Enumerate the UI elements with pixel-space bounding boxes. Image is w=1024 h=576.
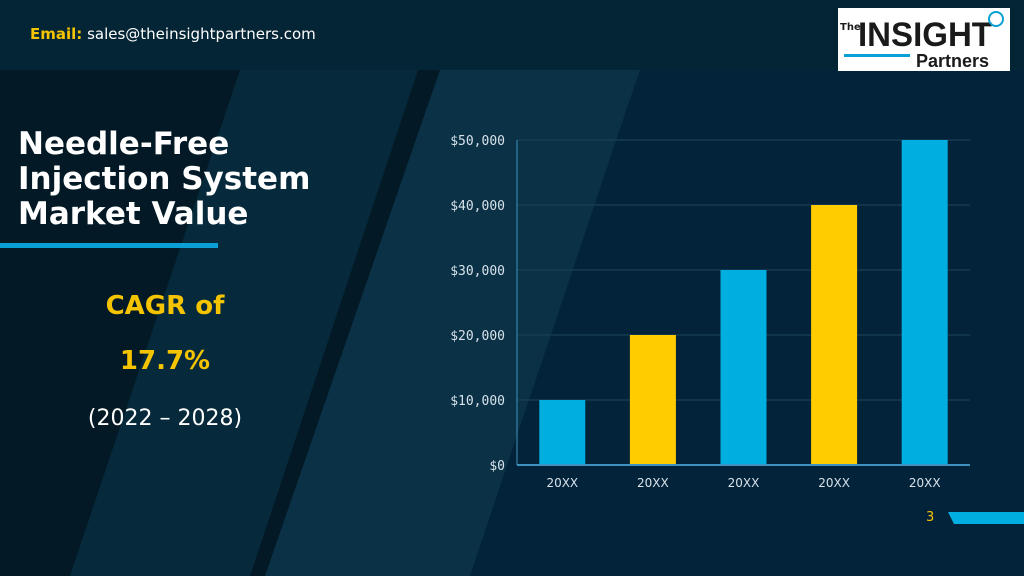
x-tick-label: 20XX (818, 476, 850, 490)
y-tick-label: $0 (489, 459, 505, 474)
x-tick-label: 20XX (728, 476, 760, 490)
bar (901, 140, 948, 465)
title-line-3: Market Value (18, 196, 249, 232)
top-bar: Email: sales@theinsightpartners.com The … (0, 0, 1024, 71)
logo-insight-text: INSIGHT (858, 16, 992, 54)
logo-the-text: The (840, 22, 861, 33)
page-accent-bar (948, 512, 1024, 524)
x-tick-label: 20XX (546, 476, 578, 490)
chart-y-ticks: $0 $10,000 $20,000 $30,000 $40,000 $50,000 (450, 134, 505, 474)
bar (539, 400, 586, 465)
logo-globe-icon (988, 11, 1004, 27)
x-tick-label: 20XX (637, 476, 669, 490)
bar (811, 205, 858, 465)
y-tick-label: $20,000 (450, 329, 505, 344)
title-line-2: Injection System (18, 161, 311, 197)
forecast-period: (2022 – 2028) (87, 406, 243, 431)
slide-title: Needle-Free Injection System Market Valu… (18, 127, 378, 232)
title-line-1: Needle-Free (18, 126, 230, 162)
logo-underline (844, 54, 910, 57)
cagr-value: 17.7% (119, 346, 211, 376)
market-value-bar-chart: $0 $10,000 $20,000 $30,000 $40,000 $50,000 20… (450, 134, 970, 490)
title-underline (0, 243, 218, 248)
email-label: Email: (30, 25, 83, 43)
y-tick-label: $40,000 (450, 199, 505, 214)
x-tick-label: 20XX (909, 476, 941, 490)
page-number: 3 (926, 510, 935, 525)
cagr-label: CAGR of (105, 291, 225, 321)
chart-bars (539, 140, 948, 465)
bar (629, 335, 676, 465)
y-tick-label: $30,000 (450, 264, 505, 279)
logo-partners-text: Partners (916, 51, 989, 71)
y-tick-label: $10,000 (450, 394, 505, 409)
email-address[interactable]: sales@theinsightpartners.com (87, 25, 316, 43)
y-tick-label: $50,000 (450, 134, 505, 149)
email-contact[interactable]: Email: sales@theinsightpartners.com (30, 25, 316, 43)
chart-x-ticks: 20XX 20XX 20XX 20XX 20XX (546, 476, 940, 490)
bar (720, 270, 767, 465)
company-logo: The INSIGHT Partners (838, 8, 1010, 71)
